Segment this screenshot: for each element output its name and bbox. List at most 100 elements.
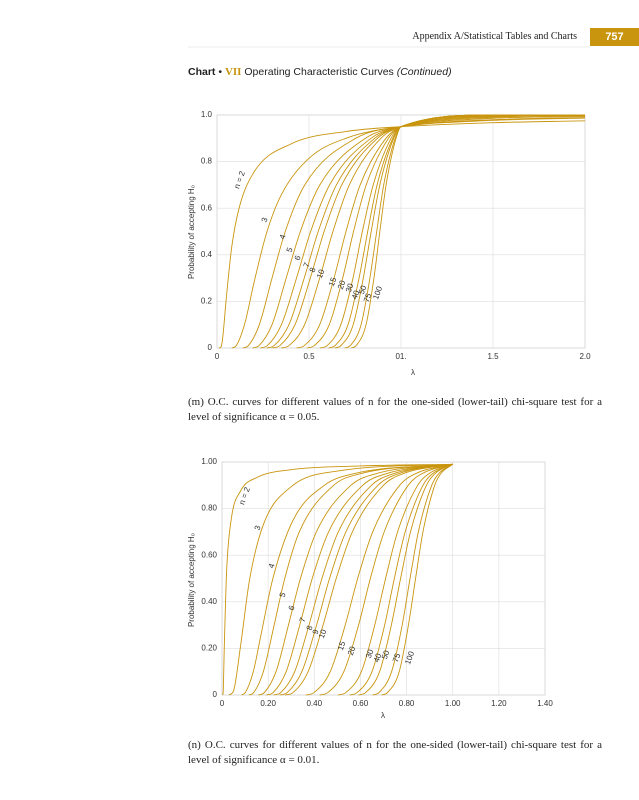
y-tick-label: 1.00: [201, 457, 217, 466]
x-axis-label: λ: [381, 711, 385, 720]
curve-label: 9: [311, 628, 321, 636]
oc-curve: [350, 114, 585, 349]
curve-label: 15: [336, 640, 348, 652]
oc-curve: [344, 114, 585, 349]
x-tick-label: 2.0: [579, 352, 591, 361]
x-tick-label: 0.5: [303, 352, 315, 361]
y-tick-label: 0.4: [201, 250, 213, 259]
oc-curve: [242, 117, 586, 349]
oc-curve: [337, 463, 453, 696]
section-label: Chart: [188, 66, 216, 78]
oc-curve: [349, 463, 453, 696]
oc-curve: [358, 463, 453, 696]
curve-label: 100: [371, 285, 384, 301]
oc-curve: [228, 463, 453, 696]
section-heading: Chart • VII Operating Characteristic Cur…: [188, 66, 452, 78]
x-tick-label: 01.: [395, 352, 406, 361]
section-bullet: •: [218, 66, 223, 78]
curve-label: 75: [362, 292, 374, 304]
y-tick-label: 0.40: [201, 597, 217, 606]
section-note: (Continued): [396, 66, 452, 78]
curve-label: 40: [372, 652, 384, 664]
caption: (m) O.C. curves for different values of …: [188, 396, 602, 423]
oc-curve: [281, 114, 586, 349]
caption: (n) O.C. curves for different values of …: [188, 739, 602, 766]
curve-label: 4: [267, 562, 277, 570]
y-tick-label: 1.0: [201, 110, 213, 119]
oc-curve: [319, 114, 585, 349]
curve-label: n = 2: [237, 485, 252, 506]
curve-label: 30: [364, 648, 376, 660]
curve-label: 8: [308, 266, 318, 274]
curve-label: n = 2: [232, 169, 247, 190]
x-tick-label: 0.40: [306, 699, 322, 708]
curve-label: 5: [285, 246, 295, 254]
section-number: VII: [224, 66, 242, 78]
oc-curve: [272, 115, 586, 349]
oc-curve: [334, 114, 585, 349]
y-axis-label: Probability of accepting H₀: [187, 185, 196, 279]
section-title: Operating Characteristic Curves: [244, 66, 394, 78]
x-tick-label: 0: [215, 352, 220, 361]
x-tick-label: 0: [220, 699, 225, 708]
oc-curve: [306, 114, 585, 349]
oc-curve: [260, 115, 586, 349]
x-tick-label: 1.5: [487, 352, 499, 361]
y-axis-label: Probability of accepting H₀: [187, 533, 196, 627]
curve-label: 10: [315, 268, 327, 280]
curve-label: 7: [302, 261, 312, 269]
oc-curve: [248, 463, 453, 696]
curve-label: 10: [317, 628, 329, 640]
oc-curve: [372, 463, 453, 696]
oc-curve: [218, 120, 586, 349]
y-tick-label: 0.2: [201, 297, 213, 306]
y-tick-label: 0.60: [201, 550, 217, 559]
curve-label: 7: [298, 616, 308, 624]
y-tick-label: 0: [208, 343, 213, 352]
curve-label: 8: [305, 624, 315, 632]
x-tick-label: 0.20: [260, 699, 276, 708]
oc-curve: [252, 115, 586, 349]
curve-label: 30: [344, 282, 356, 294]
oc-curve: [258, 463, 453, 696]
oc-curve: [222, 463, 453, 696]
x-axis-label: λ: [411, 368, 415, 377]
oc-curve: [273, 463, 453, 696]
oc-curve: [266, 463, 453, 696]
curve-label: 5: [278, 591, 288, 599]
oc-curve: [266, 115, 586, 349]
curve-label: 3: [253, 524, 263, 532]
y-tick-label: 0.20: [201, 644, 217, 653]
oc-curve: [381, 463, 453, 696]
curve-label: 40: [350, 289, 362, 301]
y-tick-label: 0.80: [201, 504, 217, 513]
curve-label: 20: [336, 279, 348, 291]
curve-label: 75: [391, 652, 403, 664]
oc-curve: [231, 117, 586, 349]
x-tick-label: 0.60: [353, 699, 369, 708]
x-tick-label: 0.80: [399, 699, 415, 708]
curve-label: 4: [278, 233, 288, 241]
oc-curve: [279, 463, 453, 696]
curve-label: 50: [357, 284, 369, 296]
oc-curve: [305, 463, 453, 696]
x-tick-label: 1.20: [491, 699, 507, 708]
oc-curve: [296, 114, 586, 349]
x-tick-label: 1.40: [537, 699, 553, 708]
curve-label: 20: [346, 645, 358, 657]
curve-label: 6: [287, 604, 297, 612]
curve-label: 100: [403, 650, 416, 666]
y-tick-label: 0.8: [201, 157, 213, 166]
oc-curve: [328, 114, 585, 349]
y-tick-label: 0: [213, 690, 218, 699]
y-tick-label: 0.6: [201, 203, 213, 212]
running-title: Appendix A/Statistical Tables and Charts: [412, 31, 577, 42]
curve-label: 6: [293, 254, 303, 262]
curve-label: 15: [327, 276, 339, 288]
curve-label: 3: [260, 216, 270, 224]
oc-curve: [241, 463, 453, 696]
x-tick-label: 1.00: [445, 699, 461, 708]
page-number: 757: [590, 28, 639, 46]
